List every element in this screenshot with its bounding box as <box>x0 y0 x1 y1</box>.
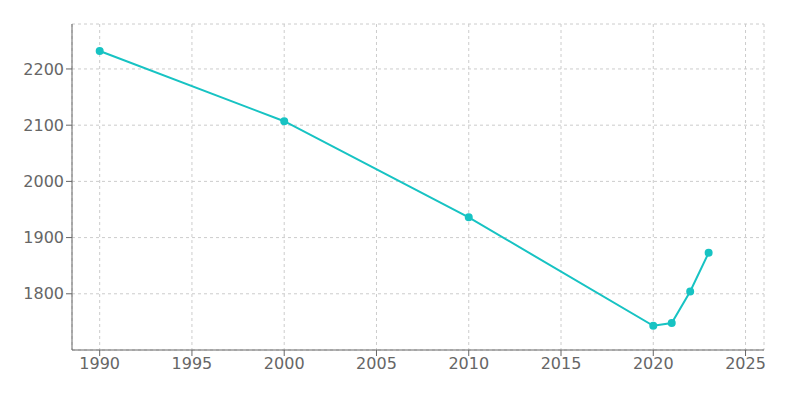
svg-text:1900: 1900 <box>23 228 64 247</box>
svg-text:2015: 2015 <box>541 354 582 373</box>
svg-text:2020: 2020 <box>633 354 674 373</box>
svg-text:2200: 2200 <box>23 60 64 79</box>
svg-text:2010: 2010 <box>448 354 489 373</box>
svg-text:2000: 2000 <box>264 354 305 373</box>
svg-text:1800: 1800 <box>23 284 64 303</box>
svg-text:2000: 2000 <box>23 172 64 191</box>
svg-text:2025: 2025 <box>725 354 766 373</box>
svg-text:1990: 1990 <box>79 354 120 373</box>
svg-text:2005: 2005 <box>356 354 397 373</box>
svg-text:1995: 1995 <box>172 354 213 373</box>
svg-text:2100: 2100 <box>23 116 64 135</box>
